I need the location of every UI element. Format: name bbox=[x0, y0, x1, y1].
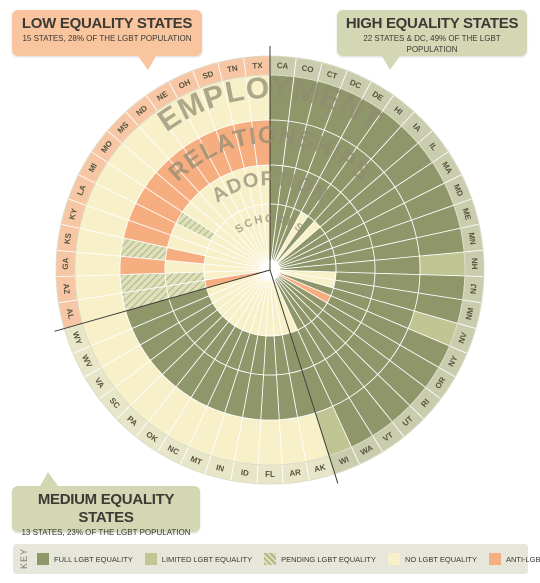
key-swatch-3 bbox=[387, 553, 400, 565]
key-item-label: ANTI-LGBT LAW bbox=[505, 554, 540, 564]
state-label-ca: CA bbox=[277, 61, 289, 71]
low-equality-subtitle: 15 STATES, 28% OF THE LGBT POPULATION bbox=[22, 34, 192, 43]
key-swatch-4 bbox=[488, 553, 501, 565]
state-label-hi: HI bbox=[392, 105, 404, 117]
equality-radial-chart: CA COCTDCDEHIIAILMAMDMEMNNHNJNMNVNYORRIUT… bbox=[54, 46, 485, 485]
key-swatch-1 bbox=[144, 553, 157, 565]
key-item-anti-lgbt-law: ANTI-LGBT LAW bbox=[488, 553, 540, 565]
state-label-ak: AK bbox=[313, 462, 327, 474]
key-item-label: LIMITED LGBT EQUALITY bbox=[161, 554, 253, 564]
state-label-tx: TX bbox=[252, 61, 263, 71]
state-label-az: AZ bbox=[61, 283, 71, 295]
medium-equality-title: MEDIUM EQUALITY STATES bbox=[37, 491, 175, 526]
key-item-label: FULL LGBT EQUALITY bbox=[54, 554, 133, 564]
state-label-ky: KY bbox=[67, 207, 79, 221]
low-equality-title: LOW EQUALITY STATES bbox=[21, 15, 193, 32]
high-equality-title: HIGH EQUALITY STATES bbox=[345, 15, 519, 32]
group-divider-al bbox=[54, 269, 271, 332]
state-label-in: IN bbox=[215, 463, 225, 474]
state-label-mn: MN bbox=[467, 232, 478, 246]
key-swatch-0 bbox=[37, 553, 49, 565]
state-label-il: IL bbox=[427, 141, 439, 152]
state-label-nh: NH bbox=[470, 258, 479, 270]
medium-equality-callout: MEDIUM EQUALITY STATES 13 STATES, 23% OF… bbox=[12, 486, 200, 537]
state-label-id: ID bbox=[240, 468, 249, 478]
state-label-ct: CT bbox=[326, 69, 339, 81]
state-label-nm: NM bbox=[464, 306, 476, 320]
cell-fl-employment bbox=[257, 419, 283, 466]
key-item-full-lgbt-equality: FULL LGBT EQUALITY bbox=[37, 553, 133, 565]
state-label-sd: SD bbox=[201, 69, 215, 81]
key-items: FULL LGBT EQUALITY LIMITED LGBT EQUALITY P… bbox=[37, 553, 540, 565]
state-label-al: AL bbox=[65, 308, 76, 320]
state-label-dc: DC bbox=[348, 78, 362, 91]
high-callout-tail bbox=[382, 56, 400, 70]
state-label-ri: RI bbox=[419, 397, 431, 409]
state-label-nj: NJ bbox=[469, 283, 479, 294]
legend-key: KEY FULL LGBT EQUALITY LIMITED LGBT EQUAL… bbox=[13, 544, 540, 574]
cell-fl-relationships bbox=[260, 374, 280, 421]
state-label-co: CO bbox=[301, 63, 314, 74]
key-item-label: PENDING LGBT EQUALITY bbox=[281, 554, 376, 564]
state-label-me: ME bbox=[461, 207, 473, 222]
state-label-mt: MT bbox=[189, 454, 203, 467]
state-label-nv: NV bbox=[457, 331, 469, 345]
key-item-no-lgbt-equality: NO LGBT EQUALITY bbox=[387, 553, 477, 565]
state-label-mi: MI bbox=[87, 162, 99, 174]
key-item-limited-lgbt-equality: LIMITED LGBT EQUALITY bbox=[144, 553, 253, 565]
key-item-pending-lgbt-equality: PENDING LGBT EQUALITY bbox=[264, 553, 376, 565]
group-divider-ak bbox=[269, 269, 339, 484]
state-label-wy: WY bbox=[71, 330, 84, 346]
key-swatch-2 bbox=[264, 553, 277, 565]
cell-nh-employment bbox=[418, 251, 466, 277]
state-label-ks: KS bbox=[63, 232, 74, 245]
state-label-la: LA bbox=[75, 183, 88, 197]
high-equality-subtitle: 22 STATES & DC, 49% OF THE LGBT POPULATI… bbox=[363, 34, 501, 54]
low-equality-callout: LOW EQUALITY STATES 15 STATES, 28% OF TH… bbox=[12, 10, 202, 56]
state-label-fl: FL bbox=[265, 470, 275, 479]
medium-callout-tail bbox=[40, 472, 58, 486]
key-label: KEY bbox=[19, 548, 29, 570]
key-item-label: NO LGBT EQUALITY bbox=[404, 554, 477, 564]
state-label-wi: WI bbox=[338, 455, 350, 467]
state-label-ga: GA bbox=[61, 257, 70, 269]
state-label-ar: AR bbox=[289, 468, 302, 478]
medium-equality-subtitle: 13 STATES, 23% OF THE LGBT POPULATION bbox=[21, 528, 191, 537]
state-label-tn: TN bbox=[226, 64, 238, 75]
low-callout-tail bbox=[138, 56, 156, 70]
high-equality-callout: HIGH EQUALITY STATES 22 STATES & DC, 49%… bbox=[337, 10, 527, 56]
